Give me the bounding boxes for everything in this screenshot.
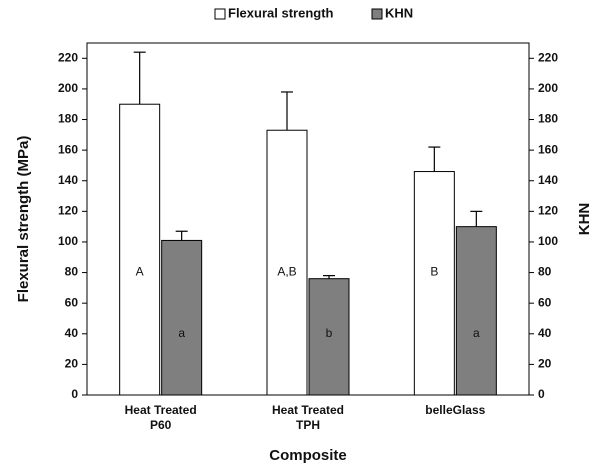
y-tick-label-right: 220 bbox=[538, 50, 558, 64]
y-tick-label-right: 140 bbox=[538, 173, 558, 187]
legend-label: KHN bbox=[385, 5, 413, 20]
y-tick-label-right: 80 bbox=[538, 265, 552, 279]
y-tick-label-left: 60 bbox=[65, 295, 79, 309]
y-axis-title-right: KHN bbox=[576, 203, 593, 236]
y-tick-label-right: 40 bbox=[538, 326, 552, 340]
bar bbox=[266, 129, 308, 396]
legend-swatch bbox=[371, 8, 383, 20]
legend: Flexural strength KHN bbox=[214, 5, 413, 20]
bar bbox=[161, 239, 203, 396]
y-tick-label-left: 220 bbox=[58, 50, 78, 64]
y-tick-label-left: 40 bbox=[65, 326, 79, 340]
legend-swatch bbox=[214, 8, 226, 20]
y-tick-label-right: 60 bbox=[538, 295, 552, 309]
x-tick-label: belleGlass bbox=[425, 403, 485, 417]
y-tick-label-right: 160 bbox=[538, 142, 558, 156]
y-tick-label-left: 180 bbox=[58, 112, 78, 126]
y-tick-label-right: 100 bbox=[538, 234, 558, 248]
bar-group-letter: B bbox=[430, 265, 438, 279]
x-axis-categories: Heat Treated P60 Heat Treated TPH belleGlass bbox=[125, 403, 486, 432]
y-tick-label-right: 120 bbox=[538, 204, 558, 218]
bar-group-letter: a bbox=[473, 326, 480, 340]
y-tick-label-left: 0 bbox=[71, 387, 78, 401]
y-tick-label-left: 120 bbox=[58, 204, 78, 218]
y-axis-title-left: Flexural strength (MPa) bbox=[15, 136, 32, 303]
legend-label: Flexural strength bbox=[228, 5, 334, 20]
bar-group-letter: A,B bbox=[277, 265, 296, 279]
y-axis-right: 0 20 40 60 80 100 120 140 160 180 200 220 bbox=[529, 50, 558, 401]
bar-group-letter: A bbox=[136, 265, 144, 279]
y-tick-label-left: 100 bbox=[58, 234, 78, 248]
bar bbox=[119, 103, 161, 396]
x-tick-label: Heat Treated TPH bbox=[272, 403, 344, 432]
bar bbox=[413, 171, 455, 396]
bar-group-letter: a bbox=[178, 326, 185, 340]
y-tick-label-right: 0 bbox=[538, 387, 545, 401]
y-tick-label-right: 20 bbox=[538, 357, 552, 371]
plot-area-frame bbox=[86, 42, 530, 396]
y-tick-label-left: 140 bbox=[58, 173, 78, 187]
bar-group-letter: b bbox=[326, 326, 333, 340]
bar-series: Aa A,B b Ba bbox=[119, 51, 497, 396]
y-tick-label-left: 20 bbox=[65, 357, 79, 371]
y-tick-label-right: 180 bbox=[538, 112, 558, 126]
y-tick-label-left: 80 bbox=[65, 265, 79, 279]
bar bbox=[455, 226, 497, 396]
x-axis-title: Composite bbox=[269, 447, 347, 464]
y-axis-left: 0 20 40 60 80 100 120 140 160 180 200 220 bbox=[58, 50, 87, 401]
y-tick-label-left: 200 bbox=[58, 81, 78, 95]
bar bbox=[308, 278, 350, 396]
x-tick-label: Heat Treated P60 bbox=[125, 403, 197, 432]
y-tick-label-left: 160 bbox=[58, 142, 78, 156]
y-tick-label-right: 200 bbox=[538, 81, 558, 95]
